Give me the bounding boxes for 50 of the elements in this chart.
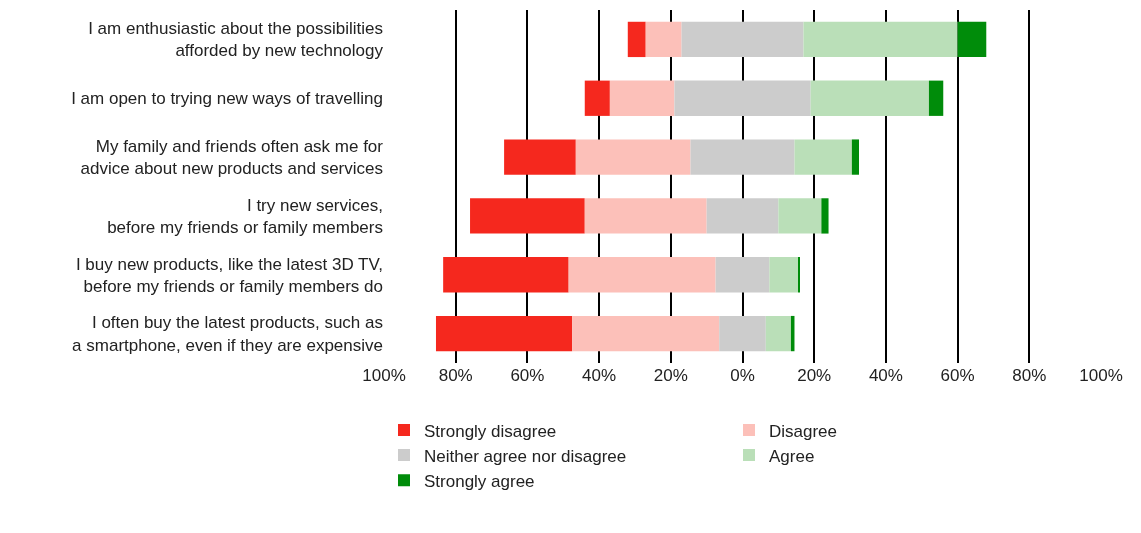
legend-label: Neither agree nor disagree bbox=[424, 446, 627, 466]
bar bbox=[821, 198, 829, 234]
bar bbox=[769, 257, 799, 293]
legend-label: Disagree bbox=[769, 421, 838, 441]
x-tick-label: 40% bbox=[582, 366, 617, 385]
x-tick-label: 80% bbox=[1012, 366, 1047, 385]
y-tick-label: I am enthusiastic about the possibilities afforded by new technology bbox=[88, 19, 384, 61]
x-tick-label: 20% bbox=[653, 366, 688, 385]
bar bbox=[568, 257, 716, 293]
legend-label: Agree bbox=[769, 446, 815, 466]
bar bbox=[584, 198, 707, 234]
y-tick-label: I buy new products, like the latest 3D TV, before my friends or family members do bbox=[75, 254, 383, 296]
bar bbox=[645, 21, 682, 58]
bar bbox=[609, 80, 675, 116]
bar bbox=[443, 257, 569, 293]
x-tick-label: 100% bbox=[1079, 366, 1123, 385]
bar bbox=[504, 139, 576, 175]
bar bbox=[957, 21, 987, 58]
bar bbox=[778, 198, 822, 234]
y-tick-label: I often buy the latest products, such as a smartphone, even if they are expensive bbox=[72, 313, 383, 355]
bar bbox=[928, 80, 944, 116]
bar bbox=[575, 139, 691, 175]
legend-label: Strongly agree bbox=[424, 471, 535, 491]
bar bbox=[715, 257, 770, 293]
x-tick-label: 60% bbox=[510, 366, 545, 385]
x-tick-label: 80% bbox=[438, 366, 473, 385]
bar bbox=[572, 315, 720, 352]
y-tick-label: I am open to trying new ways of travelling bbox=[71, 89, 383, 109]
bar bbox=[681, 21, 804, 58]
legend-label: Strongly disagree bbox=[424, 421, 557, 441]
x-tick-label: 40% bbox=[868, 366, 903, 385]
bar bbox=[794, 139, 852, 175]
bar bbox=[719, 315, 766, 352]
bar bbox=[584, 80, 610, 116]
bar bbox=[810, 80, 929, 116]
x-tick-label: 20% bbox=[797, 366, 832, 385]
y-tick-label: I try new services, before my friends or family members bbox=[107, 195, 383, 237]
bar bbox=[470, 198, 585, 234]
x-tick-label: 0% bbox=[730, 366, 755, 385]
bar bbox=[435, 315, 573, 352]
bar bbox=[674, 80, 811, 116]
bar bbox=[690, 139, 795, 175]
bar bbox=[803, 21, 958, 58]
x-tick-label: 100% bbox=[362, 366, 406, 385]
bar bbox=[706, 198, 779, 234]
y-tick-label: My family and friends often ask me for advice about new products and services bbox=[80, 136, 384, 179]
x-tick-label: 60% bbox=[940, 366, 975, 385]
bar bbox=[851, 139, 860, 175]
bar bbox=[627, 21, 646, 58]
bar bbox=[765, 315, 791, 352]
